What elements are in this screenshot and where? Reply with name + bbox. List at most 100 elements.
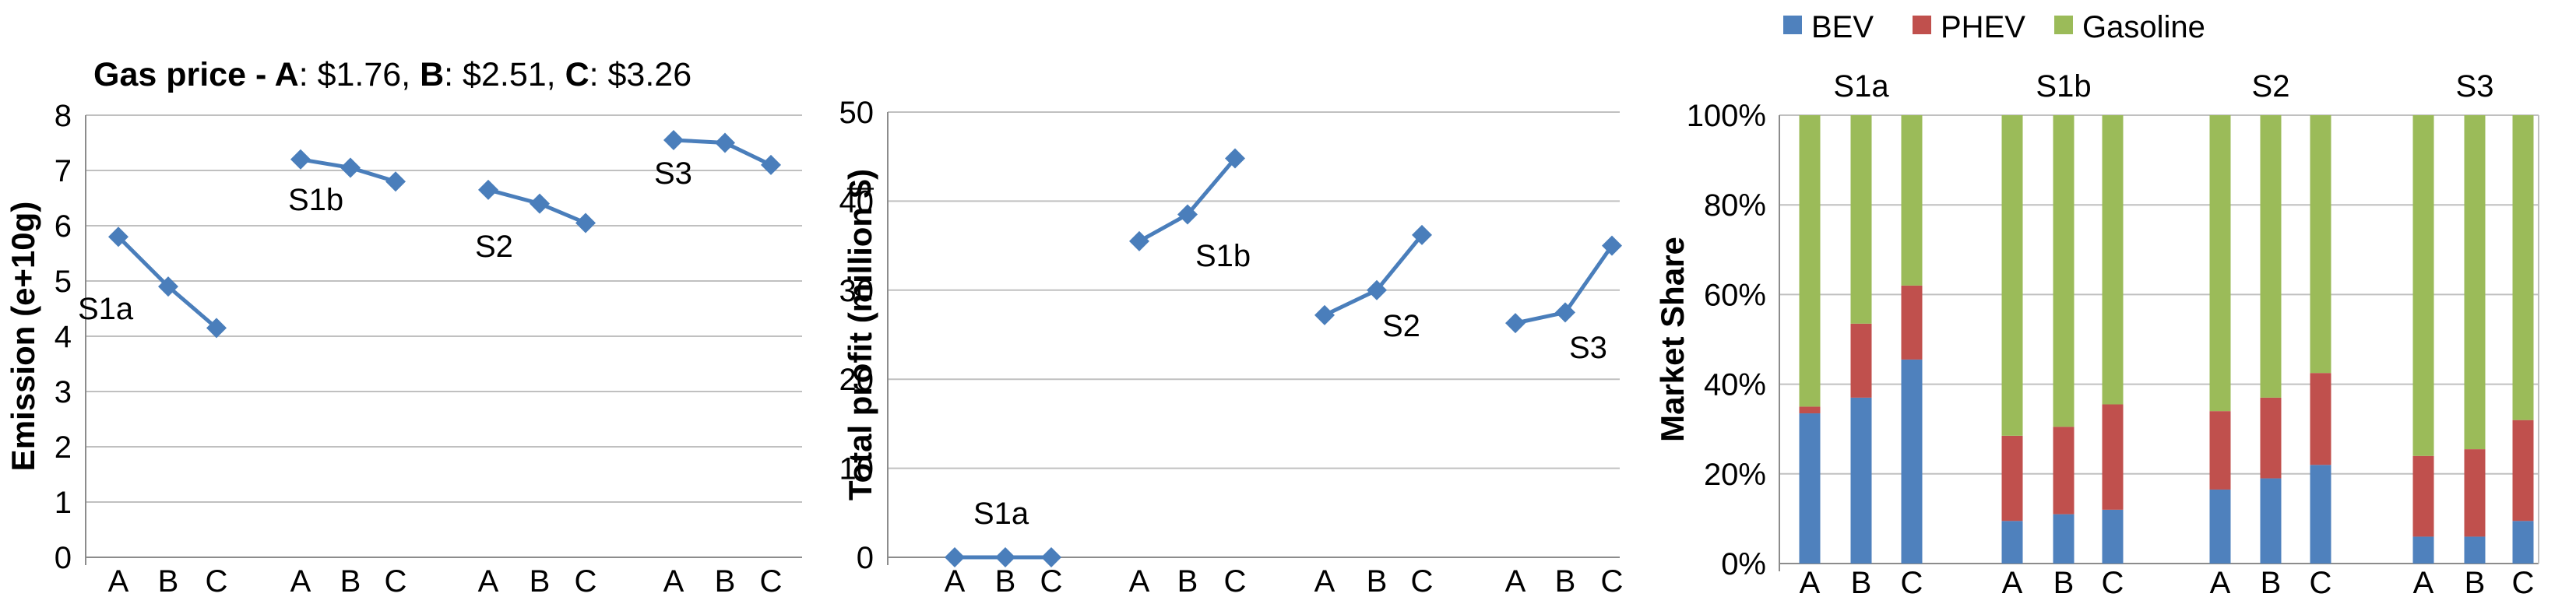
data-point xyxy=(1041,547,1061,567)
group-label: S1b xyxy=(1195,239,1251,273)
chart-title: Gas price - A: $1.76, B: $2.51, C: $3.26 xyxy=(93,56,692,93)
x-tick-label: A xyxy=(1800,566,1821,597)
bar-bev xyxy=(2310,465,2331,564)
y-tick-label: 10 xyxy=(839,452,875,486)
x-tick-label: C xyxy=(1601,564,1624,597)
bar-bev xyxy=(1850,397,1872,564)
x-tick-label: A xyxy=(290,564,311,597)
series-line-s1b xyxy=(1138,156,1237,244)
data-point xyxy=(575,212,596,234)
bar-bev xyxy=(2412,536,2434,564)
x-tick-label: A xyxy=(2002,566,2023,597)
legend-swatch-gasoline xyxy=(2054,16,2073,34)
x-tick-label: C xyxy=(1411,564,1434,597)
bar-gasoline xyxy=(2412,115,2434,456)
title-value-c: : $3.26 xyxy=(589,56,692,93)
title-value-a: : $1.76, xyxy=(299,56,420,93)
data-point xyxy=(1177,204,1198,225)
data-point xyxy=(663,129,684,150)
bar-bev xyxy=(1901,359,1923,564)
bar-bev xyxy=(2001,521,2023,564)
data-point xyxy=(1555,302,1575,323)
bar-bev xyxy=(2053,514,2075,564)
bar-bev xyxy=(2209,489,2231,564)
data-point xyxy=(478,179,498,200)
y-tick-label: 3 xyxy=(55,375,72,409)
x-tick-label: A xyxy=(663,564,684,597)
group-label: S3 xyxy=(654,156,692,191)
title-key-c: C xyxy=(565,56,589,93)
x-tick-label: C xyxy=(1040,564,1063,597)
title-value-b: : $2.51, xyxy=(444,56,565,93)
y-tick-label: 2 xyxy=(55,430,72,465)
x-tick-label: C xyxy=(385,564,407,597)
bar-phev xyxy=(2001,435,2023,521)
data-point xyxy=(530,193,550,214)
bar-bev xyxy=(1799,413,1821,564)
data-point xyxy=(995,547,1015,567)
data-point xyxy=(715,132,735,153)
bar-phev xyxy=(2310,373,2331,465)
group-label: S2 xyxy=(475,230,513,264)
market-share-legend: BEV PHEV Gasoline xyxy=(1783,10,2205,44)
data-point xyxy=(1505,313,1526,334)
x-tick-label: B xyxy=(2465,566,2486,597)
group-label: S1b xyxy=(288,183,343,217)
x-tick-label: B xyxy=(2261,566,2282,597)
data-point xyxy=(290,149,311,170)
bar-gasoline xyxy=(2512,115,2534,420)
x-tick-label: C xyxy=(1224,564,1247,597)
x-tick-label: A xyxy=(2210,566,2231,597)
bar-gasoline xyxy=(1850,115,1872,324)
y-tick-label: 0 xyxy=(55,541,72,575)
data-point xyxy=(1412,224,1432,245)
legend-swatch-phev xyxy=(1913,16,1931,34)
y-tick-label: 8 xyxy=(55,99,72,133)
x-tick-label: C xyxy=(2102,566,2124,597)
group-label: S1b xyxy=(2036,69,2091,104)
bar-gasoline xyxy=(2260,115,2282,398)
x-tick-label: C xyxy=(575,564,597,597)
y-axis-label: Emission (e+10g) xyxy=(5,202,41,472)
group-label: S3 xyxy=(1569,331,1607,365)
x-tick-label: A xyxy=(2413,566,2434,597)
bar-phev xyxy=(1850,323,1872,398)
y-tick-label: 5 xyxy=(55,265,72,299)
y-tick-label: 0 xyxy=(857,541,874,575)
x-tick-label: A xyxy=(1129,564,1150,597)
bar-bev xyxy=(2464,536,2486,564)
data-point xyxy=(340,157,361,178)
legend-label-bev: BEV xyxy=(1811,10,1874,44)
x-tick-label: A xyxy=(1314,564,1336,597)
y-tick-label: 20 xyxy=(839,363,875,397)
y-tick-label: 80% xyxy=(1704,188,1766,223)
x-tick-label: A xyxy=(945,564,966,597)
y-tick-label: 100% xyxy=(1687,99,1766,133)
series-line-s2 xyxy=(1323,234,1423,318)
x-tick-label: C xyxy=(206,564,228,597)
bar-bev xyxy=(2512,521,2534,564)
bar-phev xyxy=(2512,420,2534,521)
bar-bev xyxy=(2260,478,2282,564)
x-tick-label: A xyxy=(478,564,499,597)
x-tick-label: C xyxy=(760,564,783,597)
bar-gasoline xyxy=(1799,115,1821,407)
data-point xyxy=(761,154,781,175)
bar-gasoline xyxy=(2053,115,2075,427)
bar-bev xyxy=(2102,509,2124,564)
title-key-b: B xyxy=(420,56,444,93)
group-label: S1a xyxy=(1833,69,1889,104)
y-tick-label: 7 xyxy=(55,154,72,188)
bar-phev xyxy=(1799,406,1821,414)
x-tick-label: B xyxy=(1367,564,1388,597)
title-prefix: Gas price - xyxy=(93,56,275,93)
y-tick-label: 40% xyxy=(1704,368,1766,402)
y-tick-label: 1 xyxy=(55,486,72,520)
x-tick-label: B xyxy=(1555,564,1576,597)
y-axis-label: Market Share xyxy=(1654,237,1691,442)
group-label: S2 xyxy=(1382,309,1420,343)
